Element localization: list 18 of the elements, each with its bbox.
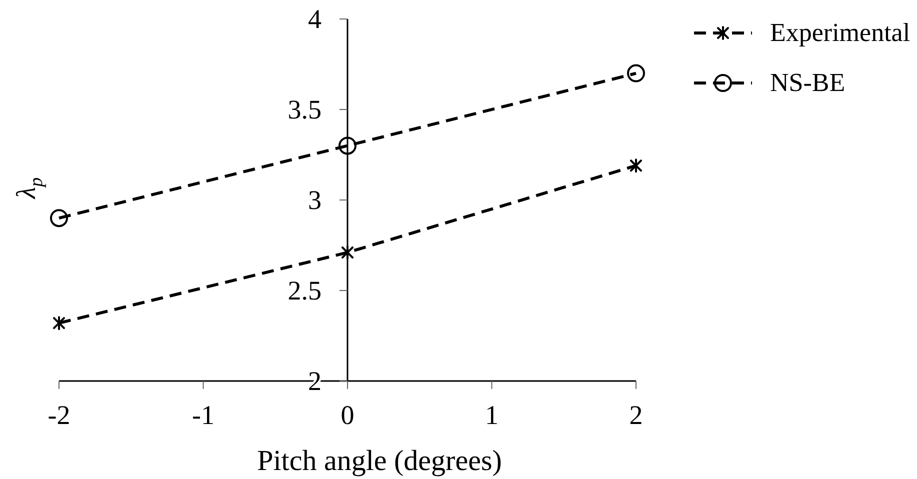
point: [630, 158, 642, 173]
y-tick-label: 3.5: [288, 94, 322, 124]
y-tick-label: 3: [308, 185, 322, 215]
point: [53, 316, 65, 330]
y-tick-label: 2.5: [288, 276, 322, 306]
point: [342, 245, 354, 260]
y-tick-label: 4: [308, 4, 322, 34]
point: [627, 64, 645, 82]
x-tick-label: -1: [192, 400, 214, 430]
legend-label: NS-BE: [770, 68, 846, 98]
x-tick-label: 1: [485, 400, 498, 430]
x-tick-label: -2: [48, 400, 70, 430]
legend-label: Experimental: [770, 18, 910, 48]
x-tick-label: 2: [629, 400, 643, 430]
point: [338, 136, 356, 155]
x-tick-label: 0: [340, 400, 354, 430]
point: [50, 209, 68, 228]
x-axis-title: Pitch angle (degrees): [257, 445, 502, 477]
